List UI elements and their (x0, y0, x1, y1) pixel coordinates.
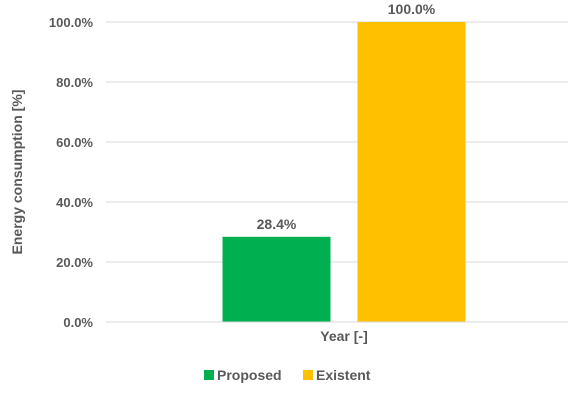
y-tick-label: 40.0% (56, 195, 93, 210)
bars (222, 22, 466, 322)
bar-proposed (222, 236, 331, 322)
y-tick-label: 20.0% (56, 255, 93, 270)
y-axis-label: Energy consumption [%] (9, 90, 25, 255)
legend-swatch (204, 370, 214, 380)
legend: Proposed Existent (204, 367, 371, 383)
data-label: 100.0% (388, 1, 436, 17)
legend-swatch (303, 370, 313, 380)
y-tick-label: 60.0% (56, 135, 93, 150)
gridlines (106, 21, 568, 263)
y-tick-label: 0.0% (63, 315, 93, 330)
y-axis-tick-labels: 0.0% 20.0% 40.0% 60.0% 80.0% 100.0% (49, 15, 94, 330)
y-tick-label: 80.0% (56, 75, 93, 90)
bar-existent (357, 22, 466, 322)
data-labels: 28.4% 100.0% (257, 1, 436, 232)
legend-entry: Proposed (217, 367, 282, 383)
legend-entry: Existent (316, 367, 371, 383)
data-label: 28.4% (257, 216, 297, 232)
x-axis-category-label: Year [-] (320, 328, 367, 344)
y-tick-label: 100.0% (49, 15, 94, 30)
